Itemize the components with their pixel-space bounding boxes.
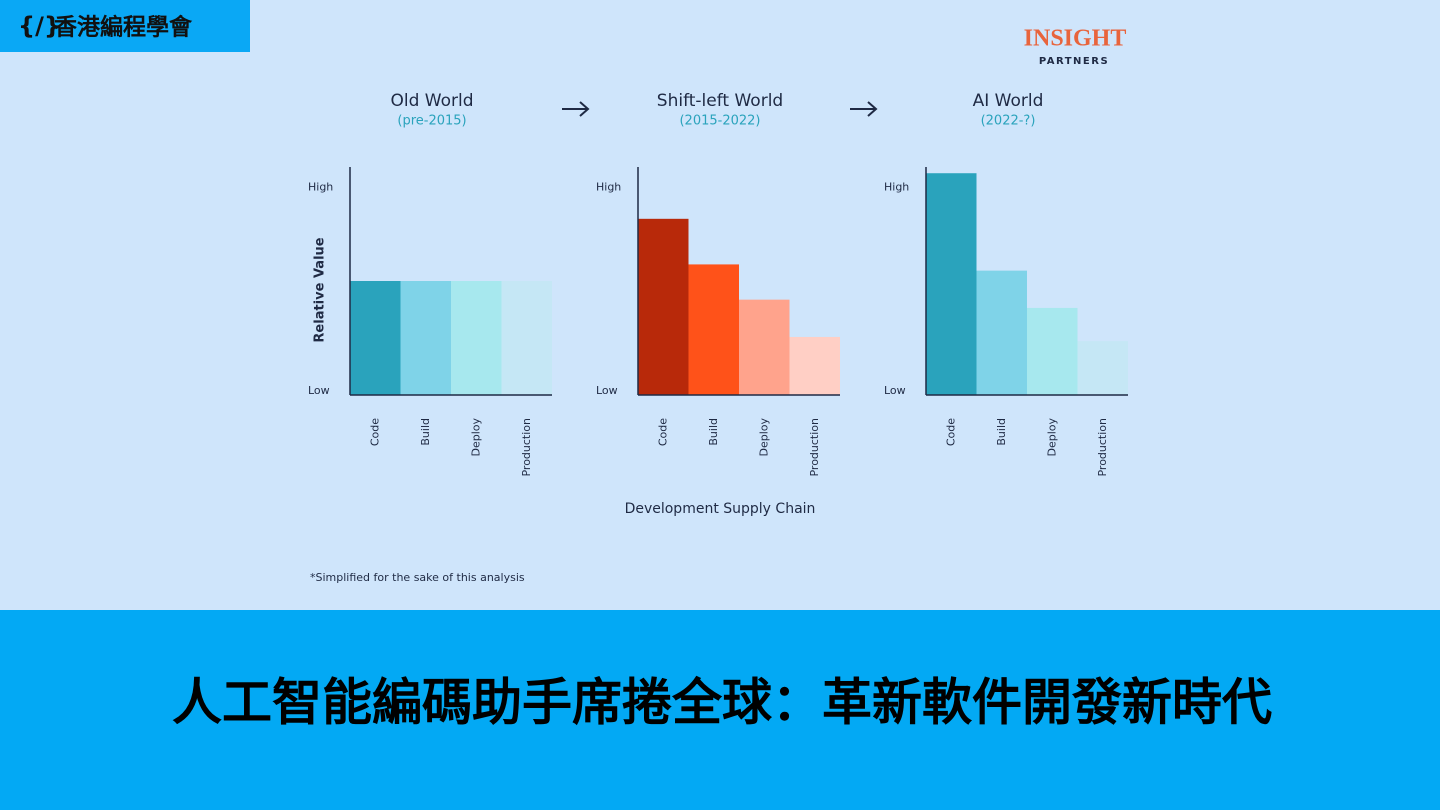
logo-sub: PARTNERS bbox=[1039, 56, 1109, 67]
bar bbox=[976, 270, 1027, 395]
chart-title: AI World bbox=[973, 91, 1044, 111]
chart-subtitle: (pre-2015) bbox=[397, 114, 466, 129]
y-tick-label: Low bbox=[884, 384, 906, 397]
chart-title: Shift-left World bbox=[657, 91, 783, 111]
y-tick-label: High bbox=[596, 181, 621, 194]
x-tick-label: Deploy bbox=[1045, 418, 1058, 457]
x-tick-label: Production bbox=[808, 418, 821, 477]
x-tick-label: Build bbox=[995, 418, 1008, 446]
x-tick-label: Code bbox=[368, 418, 381, 446]
x-tick-label: Build bbox=[707, 418, 720, 446]
arrows bbox=[562, 101, 878, 117]
bar bbox=[739, 299, 790, 395]
bar bbox=[400, 281, 451, 395]
logo: INSIGHT bbox=[1024, 26, 1127, 52]
bar bbox=[638, 218, 689, 395]
bar bbox=[501, 281, 552, 395]
bar bbox=[688, 264, 739, 395]
header-title: 香港編程學會 bbox=[54, 14, 193, 41]
arrow bbox=[850, 101, 878, 117]
x-tick-label: Build bbox=[419, 418, 432, 446]
arrow bbox=[562, 101, 590, 117]
x-axis-label: Development Supply Chain bbox=[625, 501, 816, 517]
chart-title: Old World bbox=[390, 91, 473, 111]
y-tick-label: High bbox=[884, 181, 909, 194]
bar bbox=[1077, 341, 1128, 395]
bar bbox=[789, 336, 840, 395]
footer-title: 人工智能編碼助手席捲全球：革新軟件開發新時代 bbox=[172, 674, 1272, 732]
y-tick-label: High bbox=[308, 181, 333, 194]
chart-subtitle: (2022-?) bbox=[981, 114, 1036, 129]
x-tick-label: Deploy bbox=[469, 418, 482, 457]
footer-band bbox=[0, 610, 1440, 810]
bar bbox=[1027, 307, 1078, 395]
bar bbox=[926, 173, 977, 395]
x-tick-label: Production bbox=[520, 418, 533, 477]
y-tick-label: Low bbox=[308, 384, 330, 397]
y-tick-label: Low bbox=[596, 384, 618, 397]
bar bbox=[350, 281, 401, 395]
header-icon: {/} bbox=[18, 12, 61, 40]
y-axis-label: Relative Value bbox=[313, 237, 328, 342]
x-tick-label: Production bbox=[1096, 418, 1109, 477]
footnote: *Simplified for the sake of this analysi… bbox=[310, 571, 525, 584]
chart-subtitle: (2015-2022) bbox=[679, 114, 760, 129]
x-tick-label: Code bbox=[656, 418, 669, 446]
x-tick-label: Deploy bbox=[757, 418, 770, 457]
header-box bbox=[0, 0, 250, 52]
bar bbox=[451, 281, 502, 395]
x-tick-label: Code bbox=[944, 418, 957, 446]
